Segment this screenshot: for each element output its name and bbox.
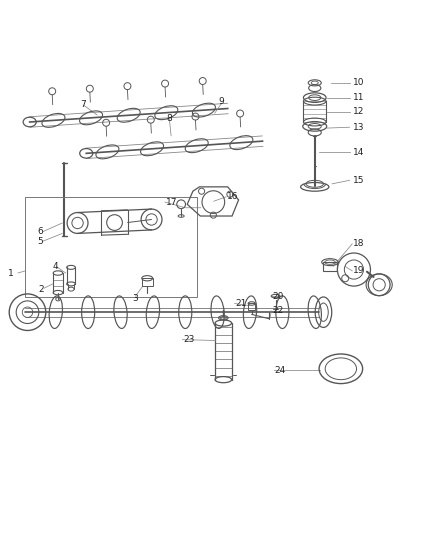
Text: 19: 19 (353, 266, 364, 276)
Text: 16: 16 (227, 192, 238, 201)
Bar (323, 262, 337, 271)
Text: 24: 24 (275, 366, 286, 375)
Text: 13: 13 (353, 123, 364, 132)
Text: 1: 1 (8, 269, 14, 278)
Text: 22: 22 (272, 306, 283, 316)
Text: 2: 2 (39, 285, 44, 294)
Text: 3: 3 (132, 294, 138, 303)
Text: 21: 21 (236, 299, 247, 308)
Text: 12: 12 (353, 108, 364, 117)
Text: 9: 9 (218, 98, 224, 107)
Text: 15: 15 (353, 176, 364, 185)
Text: 4: 4 (53, 262, 58, 271)
Text: 11: 11 (353, 93, 364, 102)
Text: 18: 18 (353, 239, 364, 248)
Bar (141, 278, 153, 286)
Text: 8: 8 (166, 114, 172, 123)
Text: 6: 6 (37, 227, 43, 236)
Text: 7: 7 (81, 100, 86, 109)
Bar (25, 197, 197, 297)
Bar (248, 303, 255, 310)
Text: 20: 20 (272, 292, 283, 301)
Text: 5: 5 (37, 237, 43, 246)
Text: 14: 14 (353, 148, 364, 157)
Text: 23: 23 (184, 335, 194, 344)
Text: 17: 17 (166, 198, 177, 207)
Text: 10: 10 (353, 78, 364, 87)
